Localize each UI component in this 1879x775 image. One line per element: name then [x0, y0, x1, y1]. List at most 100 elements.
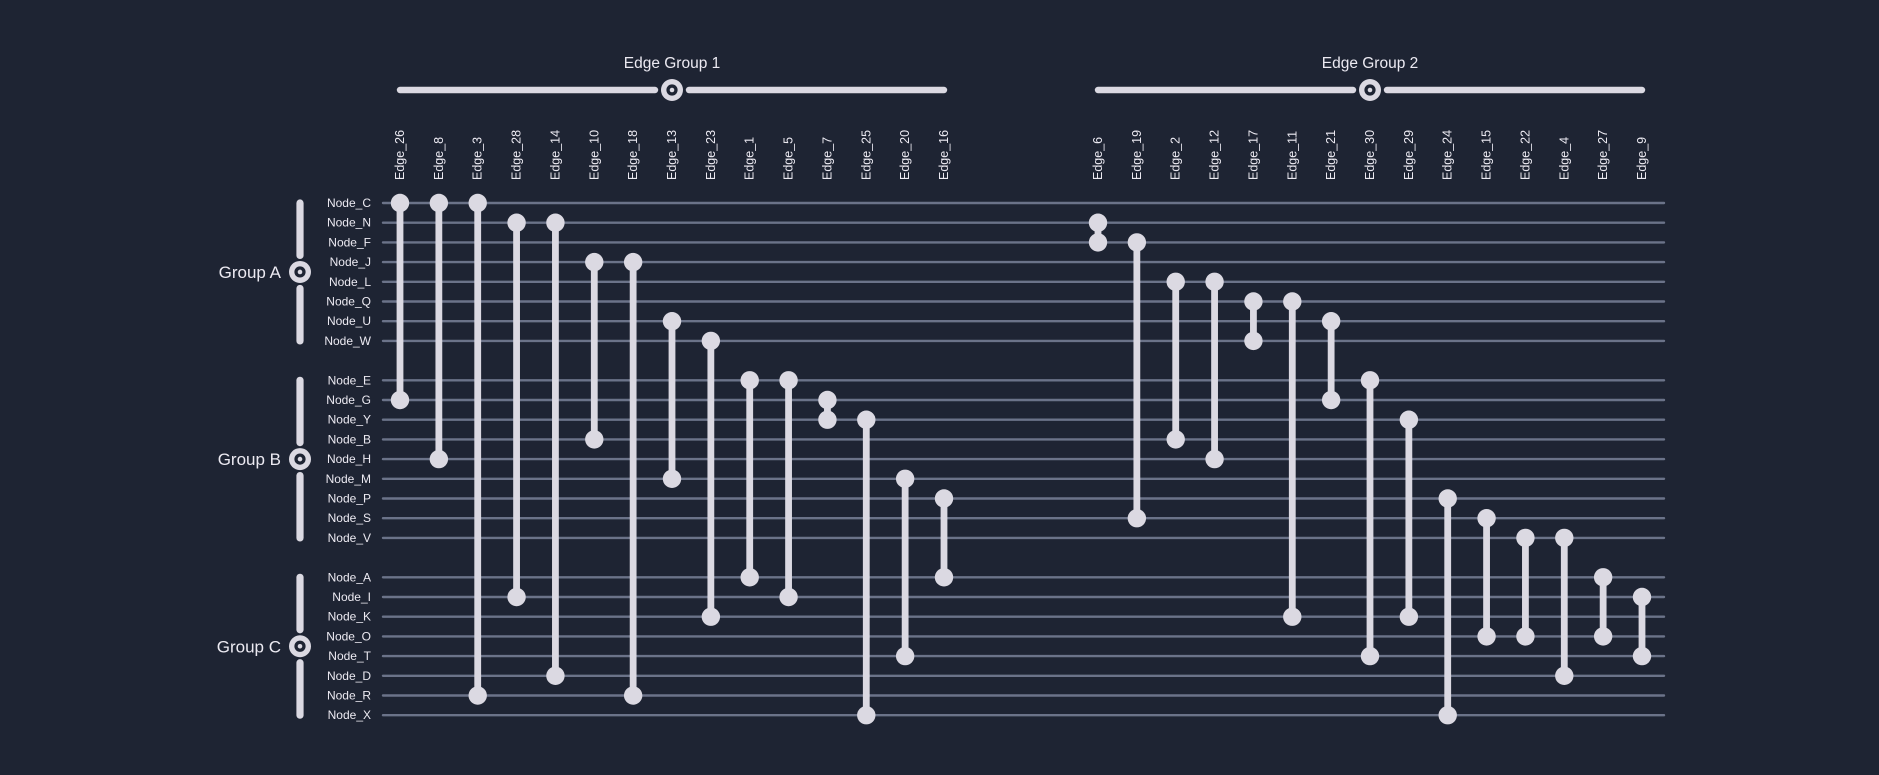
edge-endpoint-dot — [1477, 509, 1496, 528]
node-group-marker-center — [297, 456, 303, 462]
node-group-marker[interactable] — [289, 448, 311, 471]
edge-endpoint-dot — [1244, 292, 1263, 311]
edge-label: Edge_15 — [1480, 130, 1494, 180]
edge-label: Edge_14 — [548, 130, 562, 180]
node-group-marker-center — [297, 643, 303, 649]
node-label: Node_J — [330, 255, 371, 269]
edge-endpoint-dot — [1438, 489, 1457, 508]
edge-endpoint-dot — [818, 390, 837, 410]
edge-label: Edge_26 — [393, 130, 407, 180]
node-label: Node_F — [328, 235, 371, 249]
edge-endpoint-dot — [507, 213, 526, 232]
edge-label: Edge_8 — [432, 137, 446, 180]
edge-endpoint-dot — [1127, 509, 1147, 528]
node-label: Node_S — [328, 511, 371, 525]
node-label: Node_K — [328, 610, 371, 624]
edge-endpoint-dot — [1166, 430, 1185, 449]
node-label: Node_Q — [326, 295, 371, 309]
edge-label: Edge_5 — [782, 137, 796, 180]
node-label: Node_C — [327, 196, 371, 210]
edge-label: Edge_28 — [510, 130, 524, 180]
edge-endpoint-dot — [468, 686, 487, 705]
edge-label: Edge_1 — [743, 137, 757, 180]
node-group-label: Group B — [218, 450, 281, 469]
node-group-marker[interactable] — [289, 260, 311, 283]
node-label: Node_U — [327, 314, 371, 328]
edge-label: Edge_13 — [665, 130, 679, 180]
edge-endpoint-dot — [934, 489, 954, 508]
edge-label: Edge_20 — [898, 130, 912, 180]
node-label: Node_H — [327, 452, 371, 466]
edge-endpoint-dot — [1205, 272, 1224, 291]
edge-endpoint-dot — [1593, 568, 1613, 587]
edge-endpoint-dot — [1632, 646, 1652, 666]
edge-label: Edge_9 — [1635, 137, 1649, 180]
edge-group-marker-center — [669, 87, 675, 93]
node-label: Node_E — [328, 373, 371, 387]
edge-endpoint-dot — [507, 587, 526, 607]
edge-endpoint-dot — [1399, 410, 1419, 429]
edge-endpoint-dot — [1593, 627, 1613, 646]
edge-label: Edge_22 — [1518, 130, 1532, 180]
edge-endpoint-dot — [662, 469, 682, 488]
edge-endpoint-dot — [701, 607, 721, 626]
node-group-marker[interactable] — [289, 635, 311, 658]
edge-endpoint-dot — [623, 252, 643, 272]
edge-endpoint-dot — [429, 449, 449, 469]
edge-label: Edge_25 — [859, 130, 873, 180]
edge-endpoint-dot — [546, 666, 565, 685]
edge-endpoint-dot — [779, 371, 798, 390]
edge-endpoint-dot — [818, 410, 837, 429]
edge-endpoint-dot — [701, 331, 721, 351]
edge-endpoint-dot — [585, 252, 604, 272]
node-label: Node_T — [328, 649, 371, 663]
edge-endpoint-dot — [1555, 528, 1574, 548]
edge-endpoint-dot — [857, 410, 876, 429]
edge-group-title: Edge Group 1 — [624, 55, 721, 72]
node-label: Node_L — [329, 275, 371, 289]
edge-endpoint-dot — [1127, 233, 1147, 252]
edge-endpoint-dot — [1516, 528, 1535, 548]
node-label: Node_Y — [328, 413, 371, 427]
node-label: Node_X — [328, 708, 371, 722]
node-label: Node_W — [324, 334, 371, 348]
edge-endpoint-dot — [1555, 666, 1574, 685]
edge-endpoint-dot — [1088, 213, 1108, 232]
edge-label: Edge_6 — [1091, 137, 1105, 180]
edge-label: Edge_17 — [1246, 130, 1260, 180]
edge-label: Edge_7 — [820, 137, 834, 180]
edge-group-marker[interactable] — [660, 79, 683, 101]
edge-label: Edge_4 — [1557, 137, 1571, 180]
edge-endpoint-dot — [468, 193, 487, 213]
edge-label: Edge_12 — [1208, 130, 1222, 180]
node-label: Node_M — [326, 472, 371, 486]
edge-label: Edge_16 — [937, 130, 951, 180]
edge-endpoint-dot — [1244, 331, 1263, 351]
edge-group-title: Edge Group 2 — [1322, 55, 1419, 72]
edge-endpoint-dot — [857, 706, 876, 725]
edge-endpoint-dot — [895, 469, 915, 488]
edge-label: Edge_18 — [626, 130, 640, 180]
edge-endpoint-dot — [895, 646, 915, 666]
edge-endpoint-dot — [623, 686, 643, 705]
edge-label: Edge_3 — [471, 137, 485, 180]
edge-label: Edge_24 — [1441, 130, 1455, 180]
edge-endpoint-dot — [740, 568, 759, 587]
node-label: Node_G — [326, 393, 371, 407]
edge-endpoint-dot — [934, 568, 954, 587]
node-label: Node_V — [328, 531, 371, 545]
edge-label: Edge_10 — [587, 130, 601, 180]
node-group-label: Group A — [219, 263, 282, 282]
edge-endpoint-dot — [1477, 627, 1496, 646]
node-label: Node_N — [327, 216, 371, 230]
edge-label: Edge_23 — [704, 130, 718, 180]
edge-group-marker[interactable] — [1358, 79, 1381, 101]
node-group-marker-center — [297, 269, 303, 275]
edge-endpoint-dot — [1360, 646, 1380, 666]
edge-endpoint-dot — [1283, 607, 1302, 626]
edge-endpoint-dot — [429, 193, 449, 213]
edge-endpoint-dot — [546, 213, 565, 232]
edge-endpoint-dot — [1088, 233, 1108, 252]
edge-endpoint-dot — [1360, 371, 1380, 390]
